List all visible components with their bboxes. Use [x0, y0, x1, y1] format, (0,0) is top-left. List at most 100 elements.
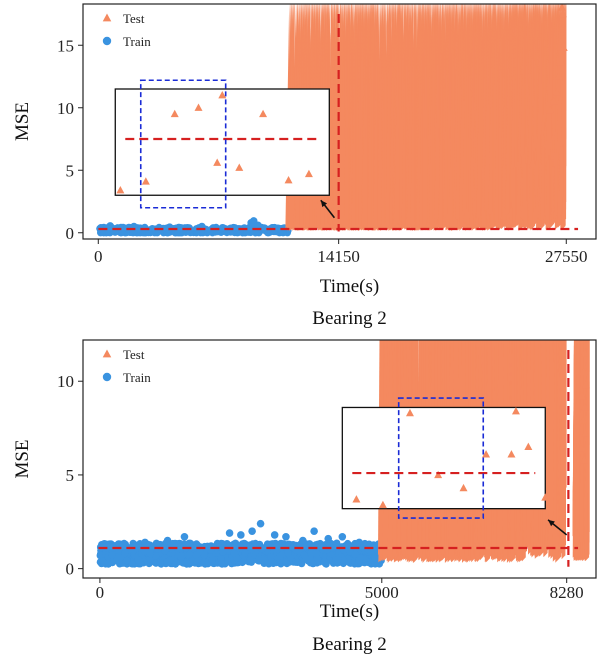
x-axis-label: Time(s): [320, 276, 379, 297]
legend-label: Train: [123, 34, 151, 49]
test-point: [416, 4, 421, 229]
test-point: [343, 4, 348, 229]
test-point: [367, 4, 372, 229]
test-point: [558, 9, 567, 18]
train-point: [219, 548, 227, 556]
train-points: [96, 217, 292, 237]
train-point: [217, 560, 226, 568]
y-axis-label: MSE: [12, 102, 33, 141]
test-point: [349, 4, 353, 228]
train-point: [123, 556, 131, 565]
train-point: [152, 552, 160, 560]
train-point: [172, 540, 180, 548]
train-point: [141, 538, 149, 547]
train-point: [163, 558, 171, 566]
train-point: [185, 550, 193, 559]
train-points: [96, 519, 385, 568]
train-point: [270, 531, 279, 539]
test-point: [559, 43, 568, 51]
train-point: [294, 558, 302, 567]
train-point: [357, 554, 365, 562]
train-point: [174, 229, 182, 237]
train-point: [334, 556, 342, 564]
test-point: [505, 4, 510, 217]
inset-test-point: [194, 103, 203, 111]
train-point: [231, 224, 239, 232]
test-point: [381, 4, 385, 231]
test-point: [453, 4, 458, 225]
test-point: [484, 4, 489, 212]
train-point: [256, 519, 265, 528]
train-point: [366, 547, 374, 556]
inset-highlight-box: [139, 79, 227, 209]
arrow-head: [320, 200, 328, 208]
train-point: [162, 545, 170, 553]
y-tick-label: 5: [66, 161, 75, 180]
train-point: [237, 531, 245, 539]
train-point: [267, 558, 275, 566]
test-point: [520, 4, 525, 156]
test-point: [377, 4, 382, 228]
train-point: [196, 547, 204, 555]
test-point: [462, 4, 467, 214]
x-tick-label: 27550: [545, 247, 588, 266]
train-point: [180, 532, 189, 541]
test-point: [557, 58, 566, 66]
test-point: [554, 72, 563, 80]
inset-test-point: [259, 109, 268, 118]
test-point: [459, 4, 464, 227]
test-point: [449, 4, 453, 229]
test-point: [332, 4, 337, 229]
test-point: [476, 4, 481, 220]
train-point: [268, 540, 276, 548]
train-point: [260, 226, 269, 234]
test-point: [429, 4, 433, 223]
chart-caption: Bearing 2: [312, 308, 386, 329]
train-point: [310, 527, 318, 535]
train-point: [283, 560, 291, 568]
train-point: [251, 539, 259, 548]
train-point: [121, 549, 129, 557]
train-point: [129, 229, 137, 237]
inset-test-point: [284, 176, 293, 184]
train-point: [246, 556, 254, 564]
test-point: [558, 4, 567, 11]
x-tick-label: 0: [94, 247, 103, 266]
train-point: [172, 559, 180, 567]
test-point: [394, 4, 399, 227]
test-point: [385, 4, 390, 230]
train-point: [276, 552, 284, 561]
train-point: [163, 536, 172, 545]
inset-test-point: [170, 109, 179, 118]
y-tick-label: 10: [57, 99, 74, 118]
inset-test-point: [304, 169, 313, 178]
zoom-inset-box: [114, 88, 330, 196]
inset-test-point: [141, 177, 150, 185]
test-point: [469, 4, 474, 231]
test-point: [419, 4, 423, 228]
train-point: [135, 556, 143, 565]
train-point: [177, 553, 185, 561]
test-point: [361, 4, 366, 227]
inset-test-point: [213, 158, 222, 166]
train-point: [238, 558, 246, 567]
legend-label: Test: [123, 11, 145, 26]
test-point: [560, 4, 565, 148]
legend: Test Train: [102, 11, 151, 49]
train-point: [324, 534, 333, 543]
test-point: [410, 4, 415, 226]
y-tick-label: 15: [57, 36, 74, 55]
test-point: [510, 4, 515, 171]
test-point: [351, 4, 356, 229]
test-point: [474, 4, 479, 201]
train-point: [104, 559, 112, 567]
test-point: [401, 4, 406, 230]
axes-frame: [82, 3, 597, 240]
inset-test-point: [235, 163, 244, 171]
legend-train-marker: [102, 36, 112, 46]
test-point: [549, 97, 558, 105]
y-tick-label: 0: [66, 224, 75, 243]
